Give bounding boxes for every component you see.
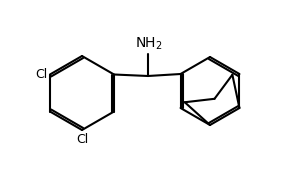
Text: NH$_2$: NH$_2$ [135, 36, 163, 52]
Text: Cl: Cl [36, 68, 48, 81]
Text: Cl: Cl [76, 133, 88, 146]
